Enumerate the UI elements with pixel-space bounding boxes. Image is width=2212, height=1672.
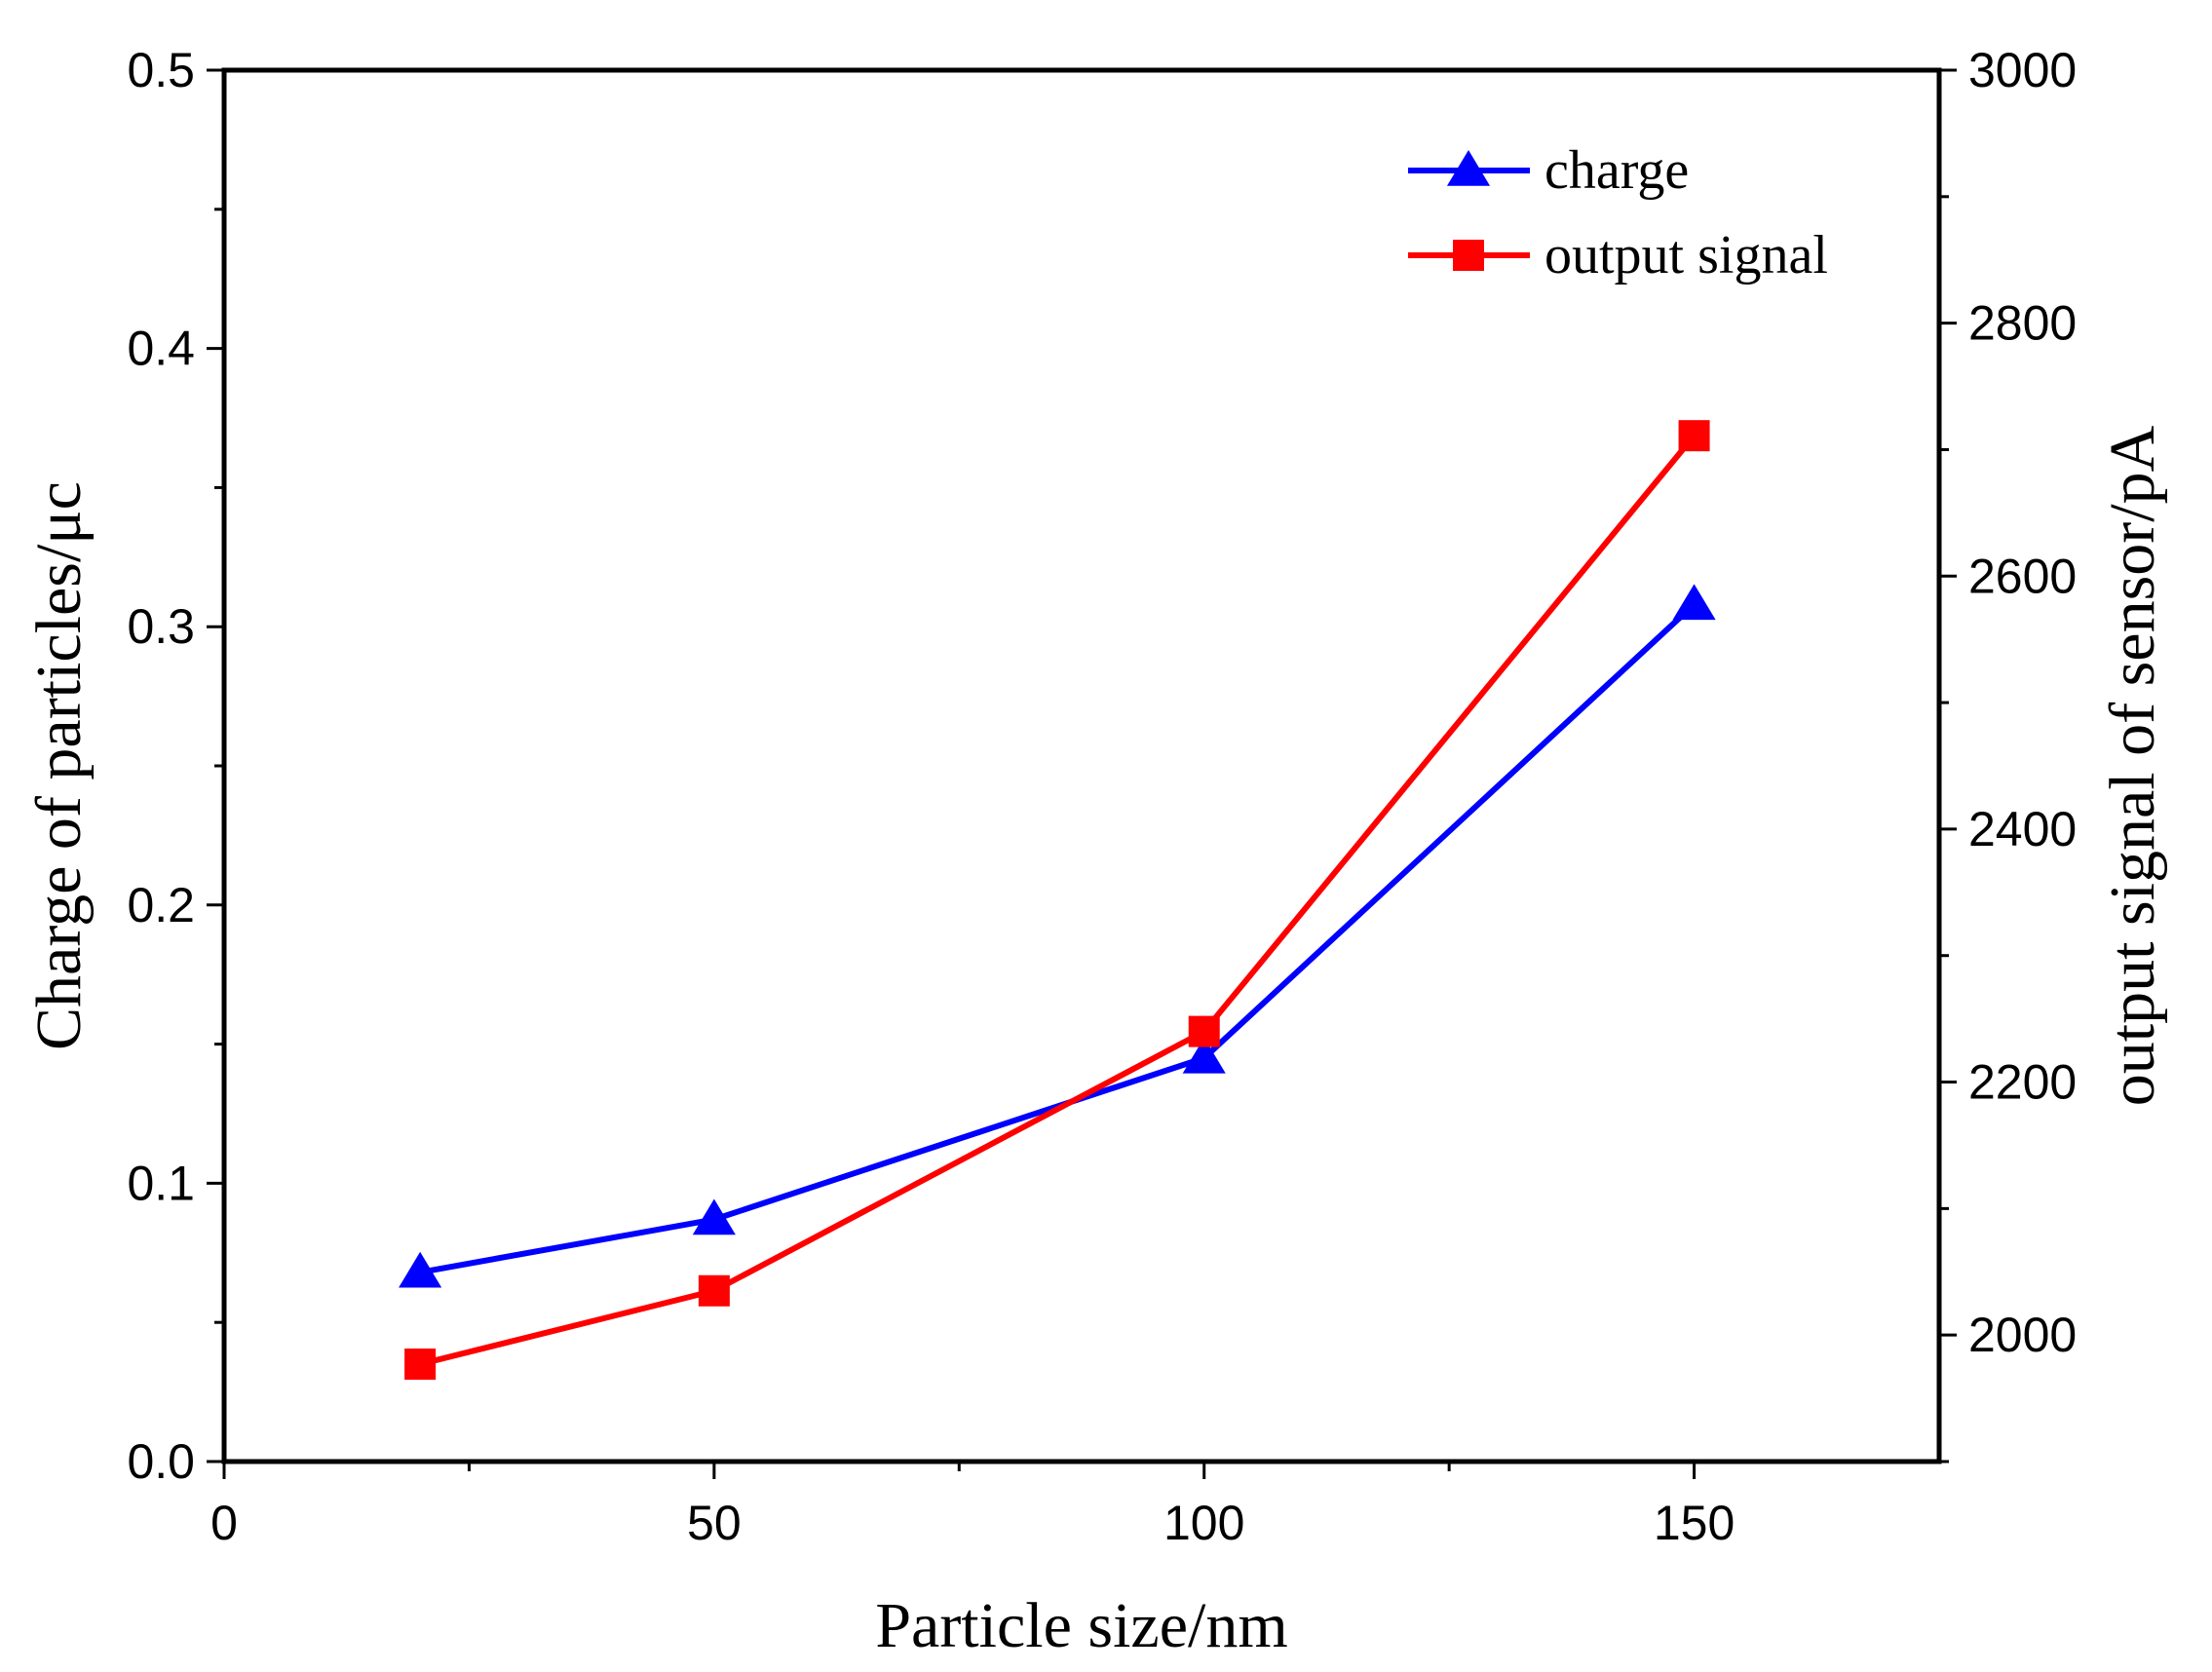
data-point-charge xyxy=(1672,584,1716,621)
data-point-charge xyxy=(692,1198,736,1235)
data-point-charge xyxy=(1182,1037,1226,1074)
legend-marker-output-signal xyxy=(1453,240,1484,271)
series-layer xyxy=(399,420,1716,1381)
right-y-tick-label: 2600 xyxy=(1968,549,2077,603)
legend: charge output signal xyxy=(1408,140,1828,285)
left-y-axis-title: Charge of particles/μc xyxy=(23,481,95,1050)
right-y-tick-label: 2200 xyxy=(1968,1055,2077,1110)
right-y-tick-label: 2000 xyxy=(1968,1308,2077,1362)
legend-item-charge: charge xyxy=(1408,140,1689,201)
legend-marker-charge xyxy=(1446,150,1491,186)
right-y-tick-label: 2800 xyxy=(1968,296,2077,351)
left-y-tick-label: 0.4 xyxy=(127,322,195,376)
series-line-charge xyxy=(419,602,1697,1275)
legend-label-output-signal: output signal xyxy=(1545,225,1828,285)
x-tick-label: 0 xyxy=(210,1496,238,1550)
data-point-output-signal xyxy=(1188,1015,1220,1047)
x-tick-label: 100 xyxy=(1163,1496,1244,1550)
left-y-tick-label: 0.2 xyxy=(127,878,195,932)
x-axis-title: Particle size/nm xyxy=(875,1590,1287,1661)
tick-label-layer: 0 50 100 150 0.0 0.1 0.2 0.3 0.4 0.5 2000 2200 2400 2… xyxy=(127,43,2077,1550)
left-y-tick-label: 0.5 xyxy=(127,43,195,97)
x-tick-label: 150 xyxy=(1654,1496,1735,1550)
data-point-output-signal xyxy=(404,1349,437,1381)
legend-label-charge: charge xyxy=(1545,140,1689,201)
legend-item-output-signal: output signal xyxy=(1408,225,1828,285)
left-y-tick-label: 0.1 xyxy=(127,1156,195,1210)
left-y-tick-label: 0.3 xyxy=(127,599,195,654)
right-y-axis-title: output signal of sensor/pA xyxy=(2097,425,2168,1106)
x-tick-label: 50 xyxy=(687,1496,742,1550)
data-point-output-signal xyxy=(1678,420,1710,452)
data-point-output-signal xyxy=(698,1274,730,1307)
plot-frame xyxy=(221,67,1942,1464)
right-y-tick-label: 3000 xyxy=(1968,43,2077,97)
right-y-tick-label: 2400 xyxy=(1968,802,2077,856)
data-point-charge xyxy=(399,1251,442,1288)
left-y-tick-label: 0.0 xyxy=(127,1434,195,1489)
series-line-output-signal xyxy=(419,434,1697,1367)
